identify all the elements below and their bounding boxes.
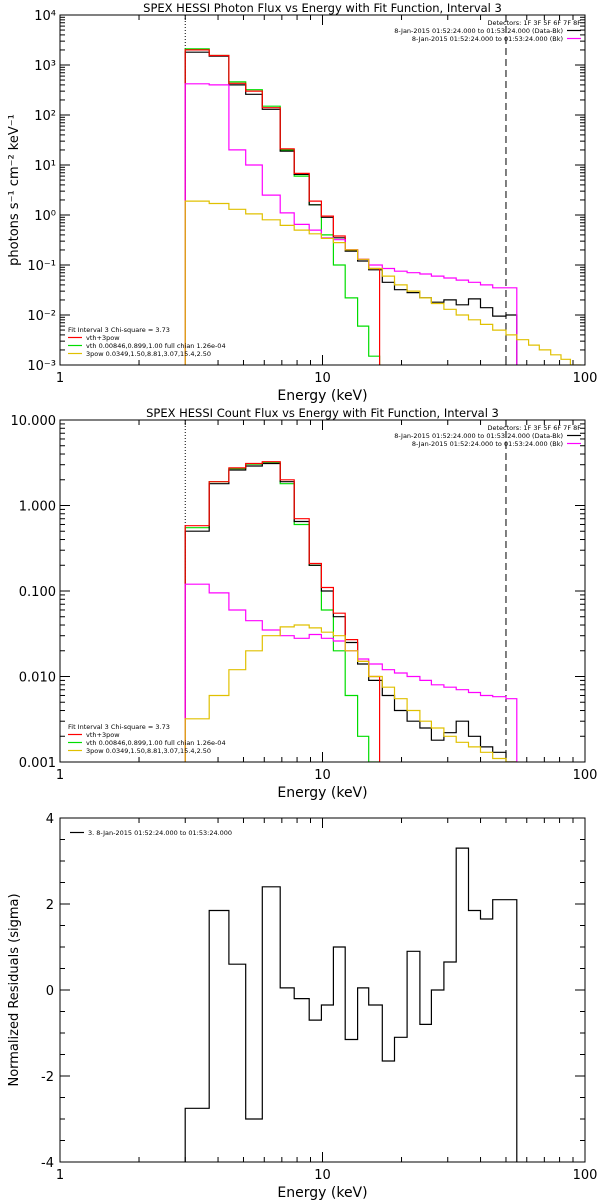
legend-entry-text: 8-Jan-2015 01:52:24.000 to 01:53:24.000 … xyxy=(412,440,563,448)
series-line-4 xyxy=(184,583,518,762)
x-tick-label: 10 xyxy=(314,371,331,386)
x-tick-label: 10 xyxy=(314,768,331,783)
legend-header: Detectors: 1F 3F 5F 6F 7F 8F xyxy=(487,424,581,432)
y-tick-label: -2 xyxy=(41,1070,54,1085)
x-tick-label: 100 xyxy=(573,1168,598,1183)
legend-header: Detectors: 1F 3F 5F 6F 7F 8F xyxy=(487,19,581,27)
chart-title: SPEX HESSI Count Flux vs Energy with Fit… xyxy=(146,406,499,420)
fit-legend-entry-text: 3pow 0.0349,1.50,8.81,3.07,15.4,2.50 xyxy=(86,350,211,358)
y-tick-label: 10¹ xyxy=(34,159,56,174)
y-tick-label: 10⁴ xyxy=(34,9,56,24)
fit-legend-entry-text: vth+3pow xyxy=(86,731,120,739)
legend-entry-text: 8-Jan-2015 01:52:24.000 to 01:53:24.000 … xyxy=(394,432,563,440)
x-tick-label: 10 xyxy=(314,1168,331,1183)
x-tick-label: 1 xyxy=(56,371,64,386)
y-tick-label: 10.000 xyxy=(11,414,57,429)
y-tick-label: 4 xyxy=(46,812,54,827)
y-tick-label: 0.001 xyxy=(19,756,56,771)
y-axis-label: Normalized Residuals (sigma) xyxy=(7,893,22,1086)
y-tick-label: -4 xyxy=(41,1156,54,1171)
x-tick-label: 100 xyxy=(573,371,598,386)
x-tick-label: 1 xyxy=(56,1168,64,1183)
chart-panel-1: SPEX HESSI Photon Flux vs Energy with Fi… xyxy=(7,1,597,404)
y-tick-label: 10⁻² xyxy=(27,309,56,324)
series-line-1 xyxy=(184,847,518,1162)
fit-legend-entry-text: vth 0.00846,0.899,1.00 full chian 1.26e-… xyxy=(86,342,226,350)
x-axis-label: Energy (keV) xyxy=(277,388,367,404)
fit-legend-entry-text: 3pow 0.0349,1.50,8.81,3.07,15.4,2.50 xyxy=(86,747,211,755)
residual-legend-text: 3. 8-Jan-2015 01:52:24.000 to 01:53:24.0… xyxy=(88,829,232,837)
y-tick-label: 10⁻³ xyxy=(27,359,56,374)
y-tick-label: 2 xyxy=(46,898,54,913)
y-tick-label: 10⁰ xyxy=(34,209,56,224)
fit-legend-header: Fit Interval 3 Chi-square = 3.73 xyxy=(68,326,170,334)
y-axis-label: photons s⁻¹ cm⁻² keV⁻¹ xyxy=(7,114,22,266)
series-line-4 xyxy=(184,83,518,365)
legend-entry-text: 8-Jan-2015 01:52:24.000 to 01:53:24.000 … xyxy=(394,27,563,35)
y-tick-label: 0 xyxy=(46,984,54,999)
series-line-1 xyxy=(184,48,381,365)
series-line-3 xyxy=(184,461,381,762)
y-tick-label: 10² xyxy=(34,109,56,124)
x-tick-label: 100 xyxy=(573,768,598,783)
plot-frame xyxy=(59,817,586,1163)
plot-frame xyxy=(59,14,586,366)
series-line-3 xyxy=(184,49,381,365)
chart-panel-2: SPEX HESSI Count Flux vs Energy with Fit… xyxy=(11,406,598,801)
series-line-5 xyxy=(184,624,517,762)
chart-panel-3: 1 10 100 Energy (keV) -4 -2 0 2 4 Normalized Resi… xyxy=(7,812,597,1200)
fit-legend-entry-text: vth+3pow xyxy=(86,334,120,342)
fit-legend-entry-text: vth 0.00846,0.899,1.00 full chian 1.26e-… xyxy=(86,739,226,747)
fit-legend-header: Fit Interval 3 Chi-square = 3.73 xyxy=(68,723,170,731)
y-tick-label: 10⁻¹ xyxy=(27,259,56,274)
legend-entry-text: 8-Jan-2015 01:52:24.000 to 01:53:24.000 … xyxy=(412,35,563,43)
series-line-1 xyxy=(184,461,380,762)
y-tick-label: 0.010 xyxy=(19,671,56,686)
chart-title: SPEX HESSI Photon Flux vs Energy with Fi… xyxy=(143,1,502,15)
plot-frame xyxy=(59,419,586,763)
x-axis-label: Energy (keV) xyxy=(277,785,367,801)
y-tick-label: 1.000 xyxy=(19,500,56,515)
y-tick-label: 0.100 xyxy=(19,585,56,600)
x-tick-label: 1 xyxy=(56,768,64,783)
series-line-2 xyxy=(184,51,518,365)
y-tick-label: 10³ xyxy=(34,59,56,74)
series-line-5 xyxy=(184,200,582,365)
series-line-2 xyxy=(184,462,517,762)
x-axis-label: Energy (keV) xyxy=(277,1185,367,1200)
